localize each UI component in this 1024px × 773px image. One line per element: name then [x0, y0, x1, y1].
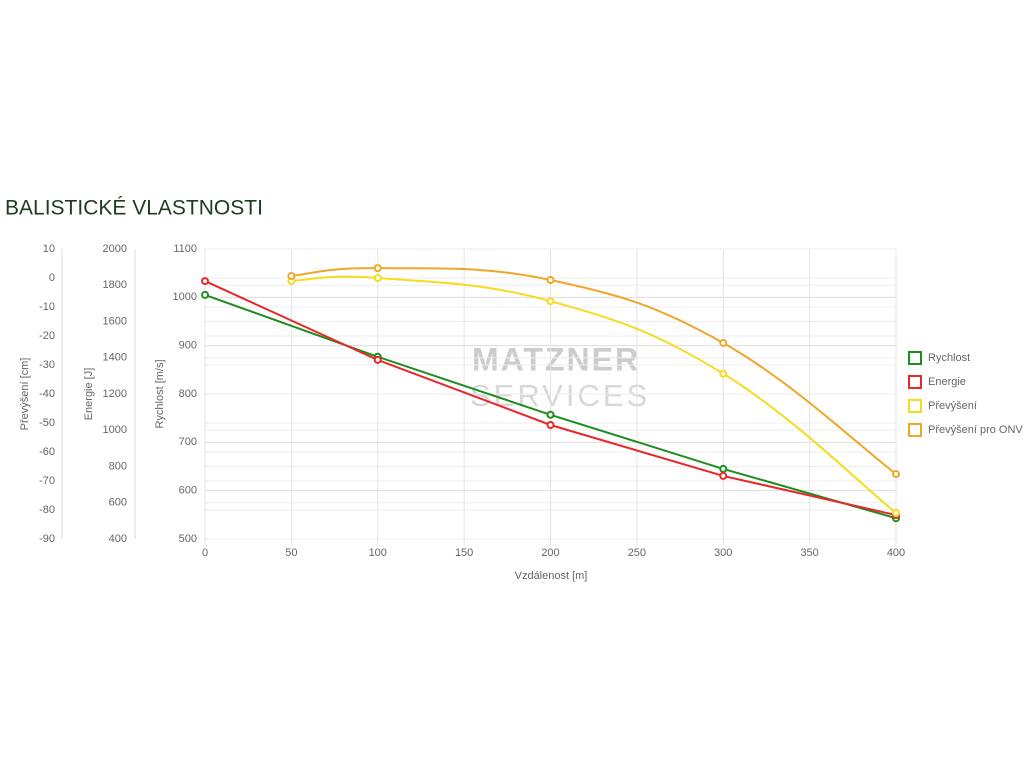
x-tick-label: 250 — [628, 547, 646, 559]
y2-tick-label: 600 — [109, 497, 127, 509]
y-tick-label: 800 — [179, 388, 197, 400]
x-tick-label: 150 — [455, 547, 473, 559]
data-point — [201, 290, 209, 299]
data-point — [373, 274, 382, 282]
x-axis-title: Vzdálenost [m] — [515, 570, 588, 582]
y-tick-label: 500 — [179, 533, 197, 545]
data-point — [719, 471, 728, 480]
data-point — [546, 410, 555, 419]
legend-swatch — [908, 351, 922, 365]
data-point — [201, 277, 209, 286]
y-tick-label: 700 — [179, 436, 197, 448]
y2-tick-label: 400 — [109, 533, 127, 545]
y3-tick-label: -90 — [39, 533, 55, 545]
y2-axis-title: Energie [J] — [83, 368, 95, 421]
data-point — [892, 470, 900, 479]
x-tick-label: 300 — [714, 547, 732, 559]
x-tick-label: 100 — [369, 547, 387, 559]
y-tick-label: 900 — [179, 340, 197, 352]
y3-tick-label: -30 — [39, 359, 55, 371]
y2-tick-label: 1000 — [103, 424, 127, 436]
data-point — [546, 420, 555, 429]
series-line — [291, 275, 897, 514]
y3-tick-label: -40 — [39, 388, 55, 400]
legend-swatch — [908, 375, 922, 389]
y2-tick-label: 2000 — [103, 243, 127, 255]
data-point — [719, 338, 728, 347]
y-tick-label: 1100 — [173, 243, 197, 255]
x-tick-label: 50 — [285, 547, 297, 559]
data-point — [373, 264, 382, 273]
y3-tick-label: -80 — [39, 504, 55, 516]
data-point — [546, 276, 555, 285]
y2-tick-label: 1600 — [103, 315, 127, 327]
legend-label: Převýšení pro ONV — [928, 424, 1023, 436]
x-tick-label: 0 — [202, 547, 208, 559]
legend-swatch — [908, 423, 922, 437]
data-point — [373, 355, 382, 364]
y2-tick-label: 1400 — [103, 352, 127, 364]
x-tick-label: 200 — [541, 547, 559, 559]
y2-tick-label: 800 — [109, 460, 127, 472]
watermark: SERVICES — [470, 378, 650, 413]
y-tick-label: 600 — [179, 485, 197, 497]
watermark: MATZNER — [472, 341, 640, 377]
legend-label: Převýšení — [928, 400, 977, 412]
legend-label: Energie — [928, 376, 966, 388]
y3-tick-label: -50 — [39, 417, 55, 429]
data-point — [719, 369, 728, 378]
y3-tick-label: 0 — [49, 272, 55, 284]
y3-tick-label: -70 — [39, 475, 55, 487]
data-point — [892, 508, 900, 517]
y2-tick-label: 1200 — [103, 388, 127, 400]
data-point — [546, 297, 555, 306]
y3-axis-title: Převýšení [cm] — [19, 358, 31, 431]
legend-swatch — [908, 399, 922, 413]
y3-tick-label: -20 — [39, 330, 55, 342]
legend-label: Rychlost — [928, 352, 970, 364]
y-axis-title: Rychlost [m/s] — [154, 359, 166, 428]
data-point — [287, 271, 296, 280]
data-point — [719, 464, 728, 473]
y-tick-label: 1000 — [173, 291, 197, 303]
y3-tick-label: -10 — [39, 301, 55, 313]
series-line — [291, 267, 897, 475]
y3-tick-label: 10 — [43, 243, 55, 255]
chart-title: BALISTICKÉ VLASTNOSTI — [5, 197, 263, 220]
y3-tick-label: -60 — [39, 446, 55, 458]
x-tick-label: 400 — [887, 547, 905, 559]
x-tick-label: 350 — [800, 547, 818, 559]
y2-tick-label: 1800 — [103, 279, 127, 291]
